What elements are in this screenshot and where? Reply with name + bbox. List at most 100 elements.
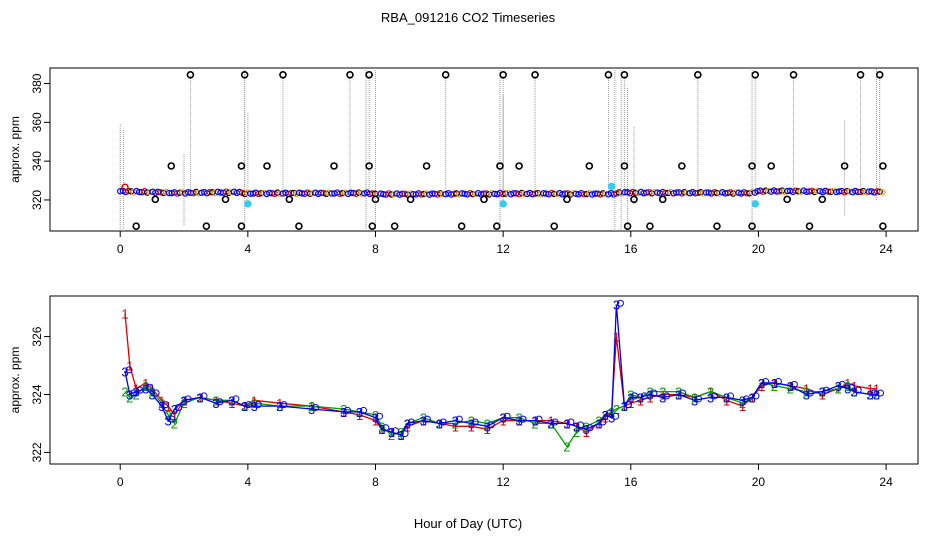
series-3-marker: 3 [228,393,235,408]
series-3-marker: 3 [149,387,156,402]
series-3-marker: 3 [126,387,133,402]
series-3-circle [360,406,368,414]
top-y-tick-label: 380 [30,73,44,93]
series-1-marker: 1 [142,376,149,391]
outlier-low-point [550,222,559,230]
series-3-marker: 3 [180,393,187,408]
series-3-marker: 3 [212,396,219,411]
series-3-circle [168,415,176,423]
outlier-high-point [365,70,373,79]
outlier-high-point [789,70,798,79]
series-3-circle [854,386,862,394]
series-2-marker: 2 [844,379,851,394]
series-2-marker: 2 [771,379,778,394]
outlier-mid-point [748,162,756,170]
outlier-high-point [751,70,760,79]
series-3-marker: 3 [739,393,746,408]
top-x-tick-label: 4 [245,242,252,256]
outlier-mid-point [263,162,271,170]
baseline-point [876,188,883,195]
outlier-low-point [492,222,501,230]
outlier-mid-low-point [285,195,294,204]
series-3-circle [455,415,463,423]
series-3-marker: 3 [500,411,507,426]
top-x-tick-label: 16 [624,242,638,256]
series-3-marker: 3 [251,399,258,414]
series-3-circle [471,418,479,426]
series-3-circle [848,383,856,391]
series-3-circle [790,380,798,388]
top-y-tick-label: 360 [30,112,44,132]
series-3-marker: 3 [613,298,620,313]
series-3-line [124,304,877,436]
outlier-low-point [713,222,721,230]
series-1-marker: 1 [602,411,609,426]
series-2-marker: 2 [613,402,620,417]
outlier-mid-low-point [151,195,160,204]
outlier-high-point [279,70,287,79]
series-3-marker: 3 [646,387,653,402]
series-1-marker: 1 [851,379,858,394]
series-3-marker: 3 [627,390,634,405]
outlier-high-point [441,70,450,79]
series-3-marker: 3 [356,405,363,420]
series-3-marker: 3 [851,385,858,400]
series-1-marker: 1 [758,379,765,394]
outlier-mid-low-point [406,195,415,204]
series-3-marker: 3 [835,379,842,394]
outlier-mid-point [167,162,176,170]
outlier-mid-point [767,162,776,170]
series-2-marker: 2 [158,396,165,411]
outlier-high-point [604,70,613,79]
series-3-marker: 3 [707,390,714,405]
outlier-mid-point [678,162,686,170]
series-2-marker: 2 [180,396,187,411]
series-3-circle [519,415,527,423]
series-3-circle [599,418,607,426]
series-3-circle [631,392,639,400]
series-2-marker: 2 [531,416,538,431]
series-1-marker: 1 [171,408,178,423]
cyan-point [607,182,616,191]
series-3-circle [650,389,658,397]
series-3-marker: 3 [378,422,385,437]
series-3-circle [567,418,575,426]
bottom-x-tick-label: 24 [879,475,893,489]
top-x-tick-label: 12 [496,242,510,256]
series-3-circle [130,389,138,397]
series-3-marker: 3 [397,428,404,443]
series-1-marker: 1 [372,414,379,429]
series-2-marker: 2 [675,385,682,400]
series-3-marker: 3 [675,387,682,402]
series-3-marker: 3 [867,387,874,402]
series-3-marker: 3 [803,387,810,402]
series-3-marker: 3 [621,399,628,414]
series-3-circle [391,427,399,435]
outlier-mid-point [620,162,629,170]
outlier-high-point [186,70,195,79]
top-x-tick-label: 20 [752,242,766,256]
series-3-marker: 3 [340,405,347,420]
series-3-circle [162,401,170,409]
series-3-marker: 3 [484,419,491,434]
series-2-marker: 2 [149,385,156,400]
series-1-marker: 1 [637,393,644,408]
outlier-high-point [875,70,884,79]
outlier-low-point [805,222,814,230]
series-3-circle [762,377,770,385]
series-1-marker: 1 [739,399,746,414]
series-3-marker: 3 [723,390,730,405]
chart-title: RBA_091216 CO2 Timeseries [381,10,556,25]
series-3-circle [806,389,814,397]
series-3-circle [423,415,431,423]
series-1-marker: 1 [158,393,165,408]
series-2-marker: 2 [212,393,219,408]
outlier-low-point [368,222,377,230]
series-3-marker: 3 [133,385,140,400]
outlier-low-point [623,222,632,230]
outlier-mid-point [585,162,594,170]
series-3-marker: 3 [547,416,554,431]
bottom-y-tick-label: 326 [30,326,44,346]
series-3-circle [586,424,594,432]
